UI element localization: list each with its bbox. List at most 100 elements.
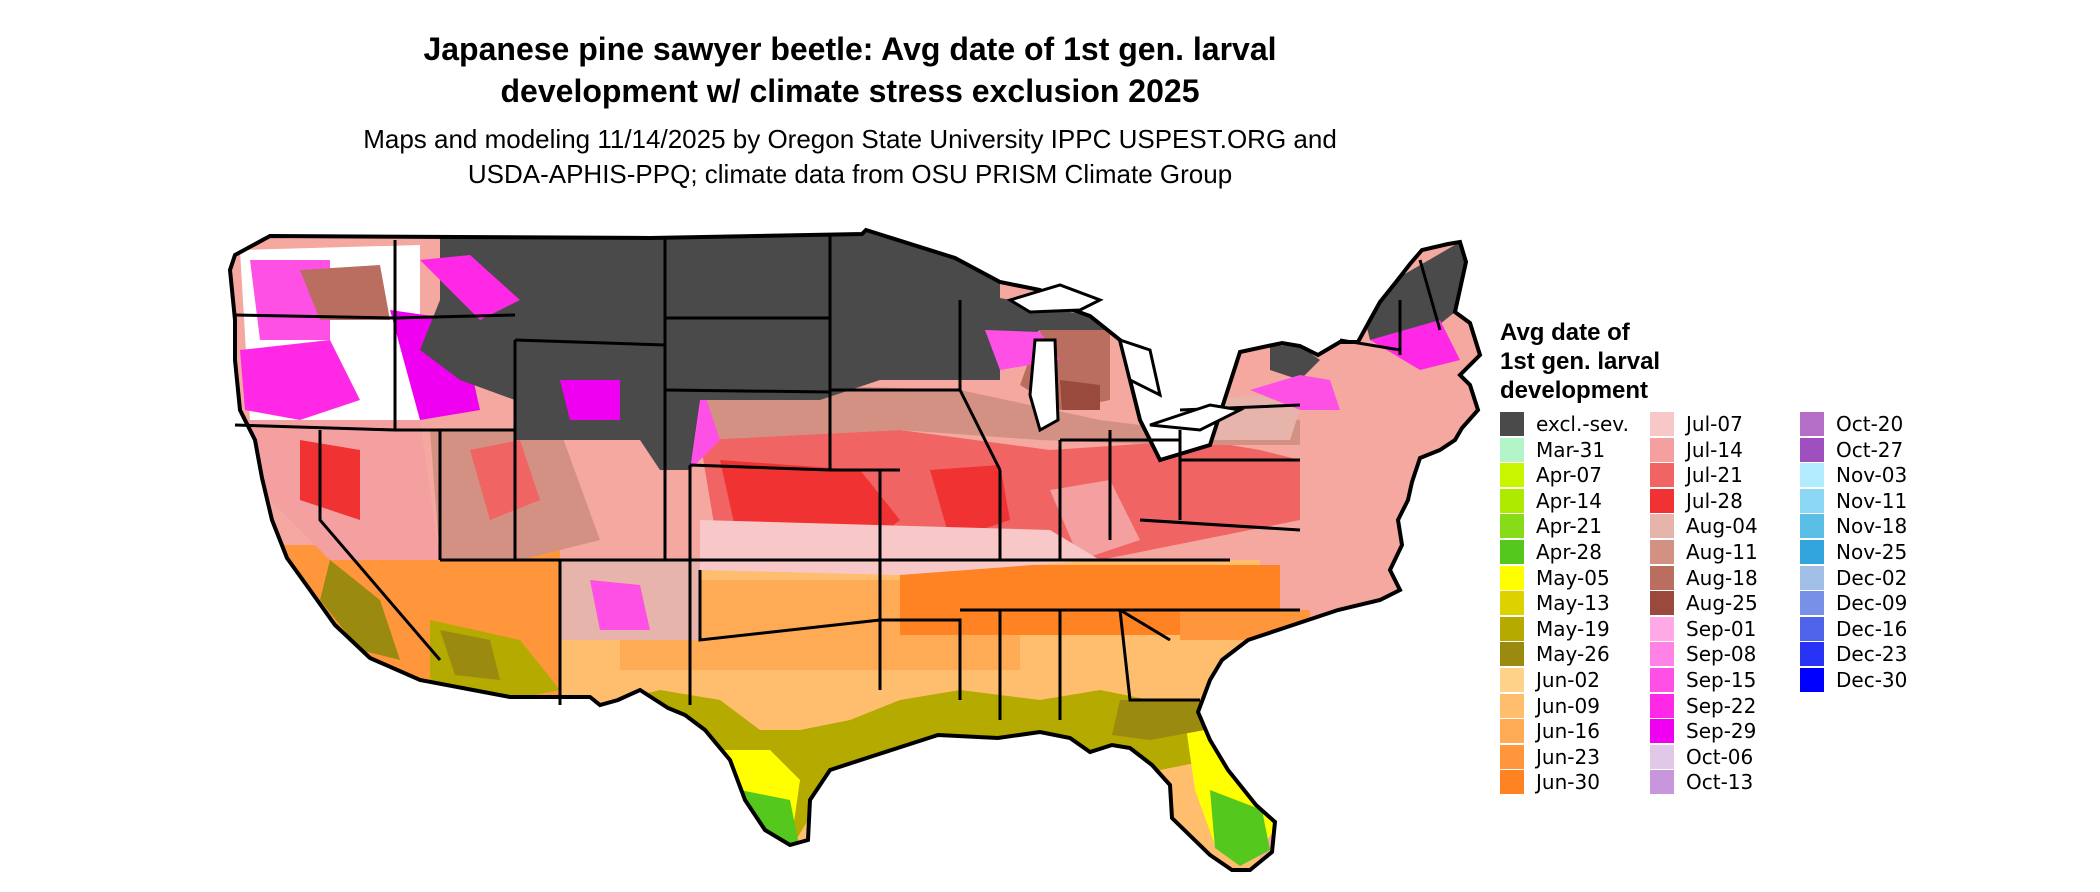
zone-sep-15-newyork — [1250, 375, 1340, 410]
legend-swatch — [1800, 539, 1824, 564]
legend-swatch — [1500, 693, 1524, 718]
border-ne-ks — [689, 463, 900, 472]
map-title: Japanese pine sawyer beetle: Avg date of… — [200, 28, 1500, 112]
legend-swatch — [1500, 591, 1524, 616]
legend-label: Nov-18 — [1836, 514, 1908, 539]
legend-label: Sep-08 — [1686, 642, 1757, 667]
legend-label: Jul-21 — [1686, 463, 1743, 488]
legend-label: Sep-01 — [1686, 616, 1757, 641]
legend-swatch — [1800, 667, 1824, 692]
legend-label: Apr-14 — [1536, 488, 1602, 513]
legend-label: May-13 — [1536, 591, 1610, 616]
zone-excl-sev-north — [420, 230, 1000, 470]
zone-aug-25-michigan — [1060, 380, 1100, 410]
legend-label: Oct-13 — [1686, 770, 1754, 795]
legend-label: Sep-15 — [1686, 667, 1757, 692]
legend-label: Jun-30 — [1536, 770, 1600, 795]
legend-label: Apr-07 — [1536, 463, 1602, 488]
border-wa-or — [234, 313, 396, 320]
legend-swatch — [1650, 616, 1674, 641]
border-ca-nv — [318, 430, 442, 661]
legend-label: Jul-28 — [1686, 488, 1743, 513]
legend-label: Aug-11 — [1686, 539, 1758, 564]
zone-may-26 — [1112, 700, 1205, 740]
legend-swatch — [1500, 770, 1524, 795]
map-title-line-2: development w/ climate stress exclusion … — [500, 73, 1200, 109]
legend-swatch — [1650, 719, 1674, 744]
legend-label: Aug-25 — [1686, 591, 1758, 616]
zone-sep-22-oregon — [240, 340, 360, 420]
legend-swatch — [1650, 744, 1674, 769]
legend-swatch — [1650, 412, 1674, 436]
legend-swatch — [1800, 463, 1824, 488]
legend-label: Mar-31 — [1536, 437, 1606, 462]
zone-sep-22-newengland — [1370, 320, 1460, 370]
legend-swatch — [1500, 412, 1524, 436]
border-or-ca-nv — [234, 423, 515, 432]
map-title-line-1: Japanese pine sawyer beetle: Avg date of… — [423, 31, 1277, 67]
legend-swatch — [1800, 565, 1824, 590]
legend-label: Jun-23 — [1536, 744, 1600, 769]
border-mt-wy — [514, 338, 666, 347]
legend-swatch — [1800, 488, 1824, 513]
legend-swatch — [1650, 565, 1674, 590]
lake-huron — [1117, 337, 1163, 398]
zone-jul-14 — [1050, 480, 1140, 560]
legend-swatch — [1650, 437, 1674, 462]
zone-sep-29-wyoming — [560, 380, 620, 420]
zone-apr-28-florida — [1210, 790, 1270, 866]
legend-label: Apr-21 — [1536, 514, 1602, 539]
legend-swatch — [1650, 463, 1674, 488]
border-ga-sc — [1119, 608, 1171, 642]
legend-title-line-2: 1st gen. larval — [1500, 348, 1661, 375]
legend-label: Jun-02 — [1536, 667, 1600, 692]
zone-may-26-arizona — [440, 630, 500, 680]
legend-label: excl.-sev. — [1536, 412, 1629, 436]
legend-label: Dec-23 — [1836, 642, 1908, 667]
legend-swatch — [1800, 616, 1824, 641]
map-subtitle: Maps and modeling 11/14/2025 by Oregon S… — [200, 122, 1500, 192]
legend-label: May-26 — [1536, 642, 1610, 667]
zone-excl-sev-newyork — [1270, 345, 1320, 380]
border-mt-id — [394, 313, 516, 320]
legend-swatch — [1650, 514, 1674, 539]
legend-label: Nov-11 — [1836, 488, 1908, 513]
legend-swatch — [1500, 667, 1524, 692]
zone-excl-sev-newengland — [1360, 242, 1466, 340]
zone-sep-15-newmexico — [590, 580, 650, 630]
border-nh-me — [1418, 259, 1442, 331]
legend-label: Jul-07 — [1686, 412, 1743, 436]
legend-swatch — [1800, 437, 1824, 462]
legend-swatch — [1500, 437, 1524, 462]
zone-aug-18-washington — [300, 265, 390, 320]
legend-label: Jun-09 — [1536, 693, 1600, 718]
legend-label: Oct-27 — [1836, 437, 1904, 462]
legend-swatch — [1500, 744, 1524, 769]
zone-sep-22-montana — [420, 255, 520, 320]
map-subtitle-line-2: USDA-APHIS-PPQ; climate data from OSU PR… — [467, 159, 1233, 189]
legend-swatch — [1500, 719, 1524, 744]
legend-label: Aug-04 — [1686, 514, 1758, 539]
legend-label: May-05 — [1536, 565, 1610, 590]
legend-swatch — [1500, 642, 1524, 667]
border-ok-tx — [698, 570, 881, 642]
legend-label: Jul-14 — [1686, 437, 1743, 462]
legend-swatch — [1800, 412, 1824, 436]
lake-superior — [1006, 283, 1104, 314]
legend-swatch — [1500, 539, 1524, 564]
lake-michigan — [1028, 338, 1060, 433]
legend-title: Avg date of 1st gen. larval development — [1500, 318, 1660, 405]
legend-label: Jun-16 — [1536, 719, 1600, 744]
legend-swatch — [1650, 667, 1674, 692]
border-va-nc — [1139, 518, 1301, 532]
legend-label: Dec-02 — [1836, 565, 1908, 590]
legend-label: Dec-09 — [1836, 591, 1908, 616]
legend-title-line-1: Avg date of — [1500, 319, 1630, 346]
legend-label: Nov-03 — [1836, 463, 1908, 488]
map-subtitle-line-1: Maps and modeling 11/14/2025 by Oregon S… — [363, 124, 1337, 154]
zone-jul-28-missouri — [930, 465, 1010, 540]
zone-apr-28-texas — [740, 790, 800, 850]
state-borders — [234, 236, 1442, 720]
legend-label: Apr-28 — [1536, 539, 1602, 564]
legend-swatch — [1650, 770, 1674, 795]
